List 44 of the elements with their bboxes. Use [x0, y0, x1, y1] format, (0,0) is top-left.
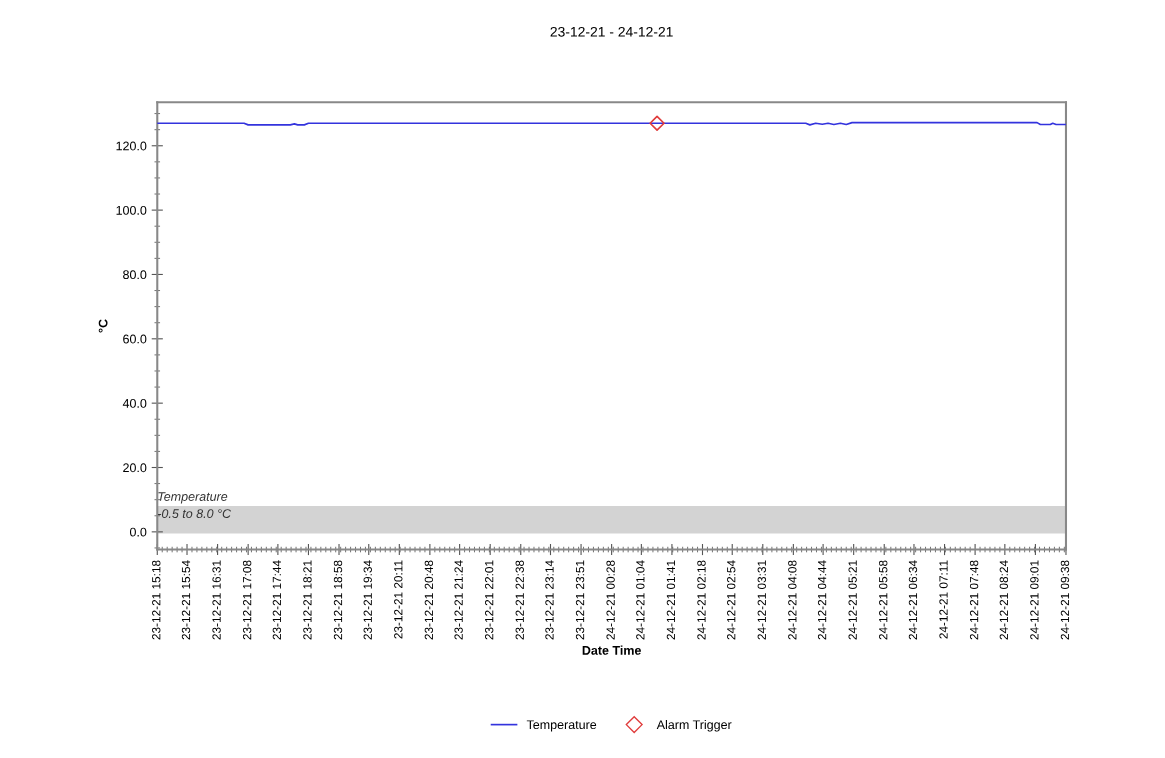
- x-tick-label: 23-12-21 15:18: [152, 560, 161, 640]
- x-tick-label: 24-12-21 03:31: [757, 560, 766, 640]
- x-tick-label: 24-12-21 04:44: [817, 560, 827, 640]
- y-tick-label: 120.0: [116, 141, 147, 151]
- x-tick-label: 23-12-21 16:31: [212, 560, 221, 640]
- y-axis-title: °C: [98, 319, 108, 333]
- x-tick-label: 23-12-21 22:01: [485, 560, 494, 640]
- x-axis-title: Date Time: [582, 645, 641, 655]
- x-tick-label: 23-12-21 17:44: [272, 560, 282, 640]
- x-tick-label: 23-12-21 15:54: [181, 560, 191, 640]
- x-tick-label: 23-12-21 19:34: [363, 560, 372, 640]
- x-tick-label: 24-12-21 09:38: [1060, 560, 1070, 640]
- x-tick-label: 23-12-21 17:08: [242, 560, 252, 640]
- x-tick-label: 23-12-21 18:58: [333, 560, 343, 640]
- y-tick-label: 40.0: [122, 398, 147, 408]
- x-tick-label: 23-12-21 22:38: [515, 560, 524, 640]
- y-tick-label: 20.0: [123, 463, 147, 473]
- x-tick-label: 23-12-21 20:11: [394, 560, 403, 639]
- x-tick-label: 24-12-21 01:04: [636, 560, 645, 640]
- y-tick-label: 80.0: [123, 270, 147, 280]
- chart-title: 23-12-21 - 24-12-21: [550, 26, 673, 37]
- legend-label: Alarm Trigger: [656, 719, 732, 732]
- x-tick-label: 24-12-21 04:08: [788, 560, 797, 640]
- x-tick-label: 23-12-21 20:48: [424, 560, 434, 640]
- x-tick-label: 24-12-21 07:48: [969, 560, 979, 640]
- x-tick-label: 24-12-21 01:41: [666, 560, 676, 640]
- x-tick-label: 23-12-21 23:51: [575, 560, 585, 640]
- x-tick-label: 24-12-21 09:01: [1030, 560, 1039, 640]
- x-tick-label: 23-12-21 21:24: [454, 560, 463, 640]
- legend-label: Temperature: [526, 720, 597, 732]
- y-tick-label: 60.0: [123, 334, 147, 344]
- x-tick-label: 24-12-21 02:54: [727, 560, 736, 640]
- x-tick-label: 23-12-21 23:14: [545, 560, 554, 640]
- x-tick-label: 23-12-21 18:21: [303, 560, 312, 640]
- x-tick-label: 24-12-21 08:24: [999, 560, 1009, 640]
- y-tick-label: 100.0: [116, 205, 147, 215]
- y-tick-label: 0.0: [129, 527, 147, 537]
- x-tick-label: 24-12-21 05:21: [848, 560, 857, 640]
- band-label: Temperature -0.5 to 8.0 °C: [157, 492, 232, 519]
- x-tick-label: 24-12-21 06:34: [908, 560, 918, 640]
- x-tick-label: 24-12-21 07:11: [939, 560, 948, 639]
- x-tick-label: 24-12-21 02:18: [697, 560, 706, 640]
- x-tick-label: 24-12-21 05:58: [879, 560, 888, 640]
- x-tick-label: 24-12-21 00:28: [606, 560, 615, 640]
